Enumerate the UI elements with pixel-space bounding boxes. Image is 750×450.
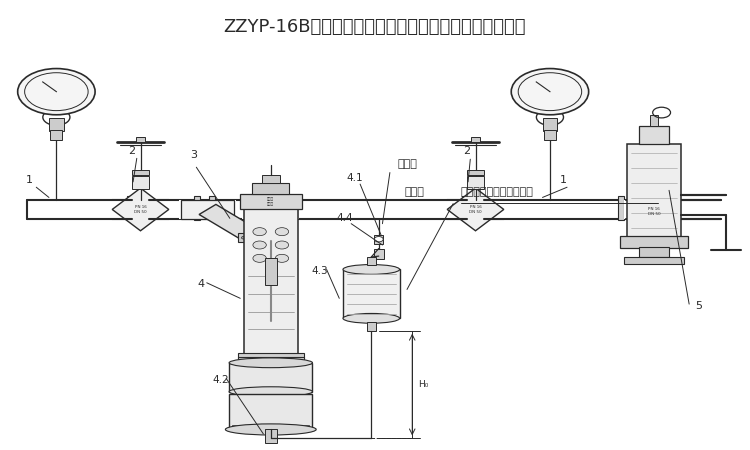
Text: ZZYP-16B自力式压力调节阀（高温蒸汽类）安装示意图: ZZYP-16B自力式压力调节阀（高温蒸汽类）安装示意图 — [224, 18, 526, 36]
Bar — [238, 233, 272, 242]
Bar — [209, 196, 215, 220]
Bar — [447, 200, 504, 219]
Bar — [625, 200, 640, 219]
Ellipse shape — [343, 314, 400, 323]
Text: 調壓閥
執行器: 調壓閥 執行器 — [267, 197, 274, 206]
Bar — [239, 194, 302, 209]
Bar — [286, 425, 292, 429]
Ellipse shape — [225, 424, 316, 435]
Bar — [238, 357, 304, 363]
Bar — [265, 258, 277, 285]
Bar — [132, 176, 148, 189]
Bar — [112, 200, 169, 219]
Bar — [262, 175, 280, 183]
Circle shape — [18, 68, 95, 115]
Polygon shape — [199, 204, 263, 243]
Bar — [244, 201, 298, 356]
Text: PN 16
DN 50: PN 16 DN 50 — [134, 205, 147, 214]
Bar — [650, 115, 658, 126]
Bar — [471, 136, 480, 142]
Polygon shape — [447, 188, 504, 231]
Text: PN 16
DN 50: PN 16 DN 50 — [470, 205, 482, 214]
Bar — [620, 236, 688, 248]
Bar — [257, 196, 263, 220]
Circle shape — [249, 236, 254, 239]
Bar — [374, 248, 384, 259]
Bar — [625, 256, 684, 264]
Bar — [544, 130, 556, 140]
Text: 2: 2 — [463, 146, 470, 156]
Bar — [619, 196, 625, 220]
Bar — [367, 322, 376, 331]
Text: 冷凝水: 冷凝水 — [405, 187, 424, 197]
Bar — [639, 126, 669, 144]
Bar — [194, 196, 200, 220]
Circle shape — [264, 236, 268, 239]
Bar — [232, 425, 238, 429]
Circle shape — [275, 254, 289, 262]
Bar — [252, 183, 290, 194]
Bar — [229, 363, 313, 392]
Bar — [49, 118, 64, 131]
Text: 4.2: 4.2 — [213, 375, 230, 385]
Circle shape — [275, 228, 289, 236]
Text: 冷凝器液位应高于执行器: 冷凝器液位应高于执行器 — [460, 187, 533, 197]
Text: 4.1: 4.1 — [346, 172, 363, 183]
Bar — [477, 196, 483, 220]
Polygon shape — [112, 188, 169, 231]
Bar — [142, 196, 148, 220]
Bar — [466, 170, 484, 175]
Ellipse shape — [343, 265, 400, 274]
Text: 4.4: 4.4 — [336, 213, 353, 224]
Bar — [639, 247, 669, 257]
Circle shape — [275, 241, 289, 249]
Ellipse shape — [229, 387, 313, 396]
Bar — [367, 257, 376, 265]
Bar — [250, 425, 256, 429]
Bar — [127, 196, 133, 220]
Circle shape — [242, 236, 246, 239]
Circle shape — [253, 241, 266, 249]
Text: 3: 3 — [190, 150, 197, 160]
Bar — [238, 353, 304, 358]
Bar — [136, 136, 145, 142]
Bar — [50, 130, 62, 140]
Text: 5: 5 — [695, 302, 702, 311]
Circle shape — [253, 254, 266, 262]
Bar — [374, 235, 383, 243]
Text: 4: 4 — [198, 279, 205, 289]
Bar — [627, 144, 681, 237]
Text: H₀: H₀ — [419, 380, 428, 389]
Bar — [265, 428, 277, 443]
Circle shape — [253, 228, 266, 236]
Bar — [272, 196, 278, 220]
Text: 4.3: 4.3 — [312, 266, 328, 276]
Circle shape — [512, 68, 589, 115]
Bar — [244, 200, 297, 219]
Bar — [343, 270, 400, 318]
Bar — [467, 176, 484, 189]
Text: 2: 2 — [128, 146, 135, 156]
Bar — [542, 118, 557, 131]
Bar — [131, 170, 149, 175]
Ellipse shape — [229, 358, 313, 368]
Circle shape — [256, 236, 261, 239]
Circle shape — [374, 237, 383, 242]
Bar — [462, 196, 468, 220]
Bar — [633, 196, 639, 220]
Text: 1: 1 — [560, 175, 566, 185]
Bar — [242, 200, 299, 219]
Text: PN 16
DN 50: PN 16 DN 50 — [648, 207, 661, 216]
Bar — [182, 200, 233, 219]
Bar — [229, 394, 313, 429]
Text: 取压点: 取压点 — [398, 159, 417, 169]
Bar — [179, 200, 236, 219]
Bar — [268, 425, 274, 429]
Text: 1: 1 — [26, 175, 32, 185]
Bar — [304, 425, 310, 429]
